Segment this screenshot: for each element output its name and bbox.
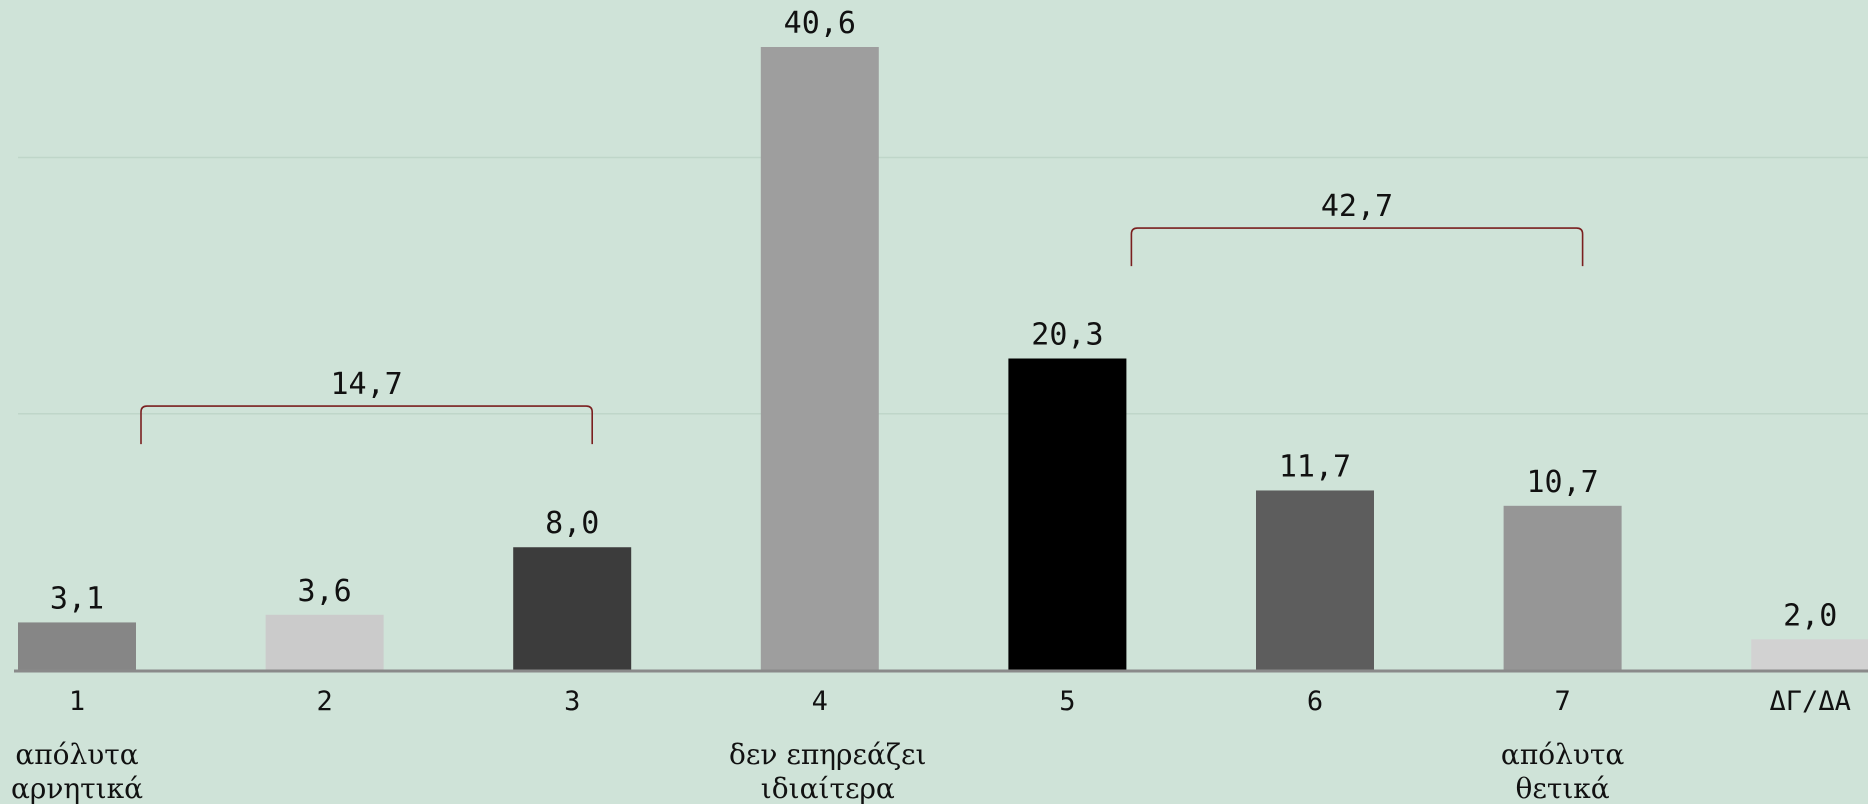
- x-tick-4: 4: [812, 686, 828, 717]
- data-label-8: 2,0: [1783, 598, 1837, 633]
- x-tick-1: 1: [69, 686, 85, 717]
- bar-1: [18, 622, 136, 670]
- x-tick-5: 5: [1059, 686, 1075, 717]
- scale-label-1-line-2: αρνητικά: [11, 772, 143, 804]
- data-label-7: 10,7: [1526, 465, 1598, 500]
- x-tick-3: 3: [564, 686, 580, 717]
- scale-label-3-line-1: απόλυτα: [1501, 738, 1624, 771]
- bars: [18, 47, 1868, 670]
- bar-4: [760, 47, 879, 670]
- value-labels: 3,1 3,6 8,0 40,6 20,3 11,7 10,7 2,0: [50, 6, 1837, 633]
- bar-5: [1008, 358, 1127, 670]
- bracket-2: [1130, 227, 1584, 267]
- data-label-6: 11,7: [1279, 449, 1351, 484]
- scale-label-2-line-1: δεν επηρεάζει: [729, 738, 927, 771]
- data-label-1: 3,1: [50, 581, 104, 616]
- x-tick-2: 2: [316, 686, 332, 717]
- bracket-label-2: 42,7: [1321, 189, 1393, 224]
- scale-label-3-line-2: θετικά: [1515, 772, 1609, 804]
- bar-7: [1503, 505, 1622, 670]
- data-label-5: 20,3: [1031, 318, 1103, 353]
- x-tick-6: 6: [1307, 686, 1323, 717]
- x-tick-labels: 1 2 3 4 5 6 7 ΔΓ/ΔΑ: [69, 686, 1851, 717]
- bar-2: [265, 614, 384, 670]
- x-tick-8: ΔΓ/ΔΑ: [1770, 686, 1851, 717]
- scale-label-1-line-1: απόλυτα: [15, 738, 138, 771]
- data-label-4: 40,6: [784, 6, 856, 41]
- bar-3: [513, 547, 632, 670]
- x-tick-7: 7: [1554, 686, 1570, 717]
- bracket-label-1: 14,7: [330, 367, 402, 402]
- bracket-1: [140, 405, 593, 445]
- data-label-3: 8,0: [545, 506, 599, 541]
- scale-label-2-line-2: ιδιαίτερα: [761, 772, 895, 804]
- grid-lines: [18, 156, 1868, 415]
- data-label-2: 3,6: [298, 574, 352, 609]
- group-brackets: 14,7 42,7: [140, 189, 1584, 445]
- bar-8: [1751, 639, 1868, 670]
- bar-6: [1256, 490, 1374, 670]
